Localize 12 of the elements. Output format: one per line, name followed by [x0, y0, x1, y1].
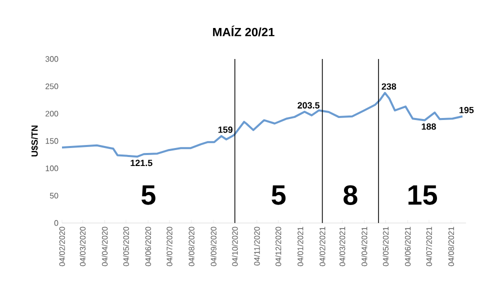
annotation: 15: [408, 185, 437, 205]
annotation: 5: [272, 185, 286, 205]
annotation: 8: [344, 185, 358, 205]
annotation: 159: [218, 126, 232, 133]
annotation: 238: [382, 83, 396, 90]
annotation: 188: [422, 123, 436, 130]
annotation: 203.5: [298, 102, 320, 109]
chart-title: MAÍZ 20/21: [213, 26, 274, 36]
annotation: 195: [460, 106, 474, 114]
annotation: 5: [142, 185, 156, 205]
annotation: 121.5: [130, 160, 152, 166]
y-axis-title: U$S/TN: [31, 126, 38, 156]
